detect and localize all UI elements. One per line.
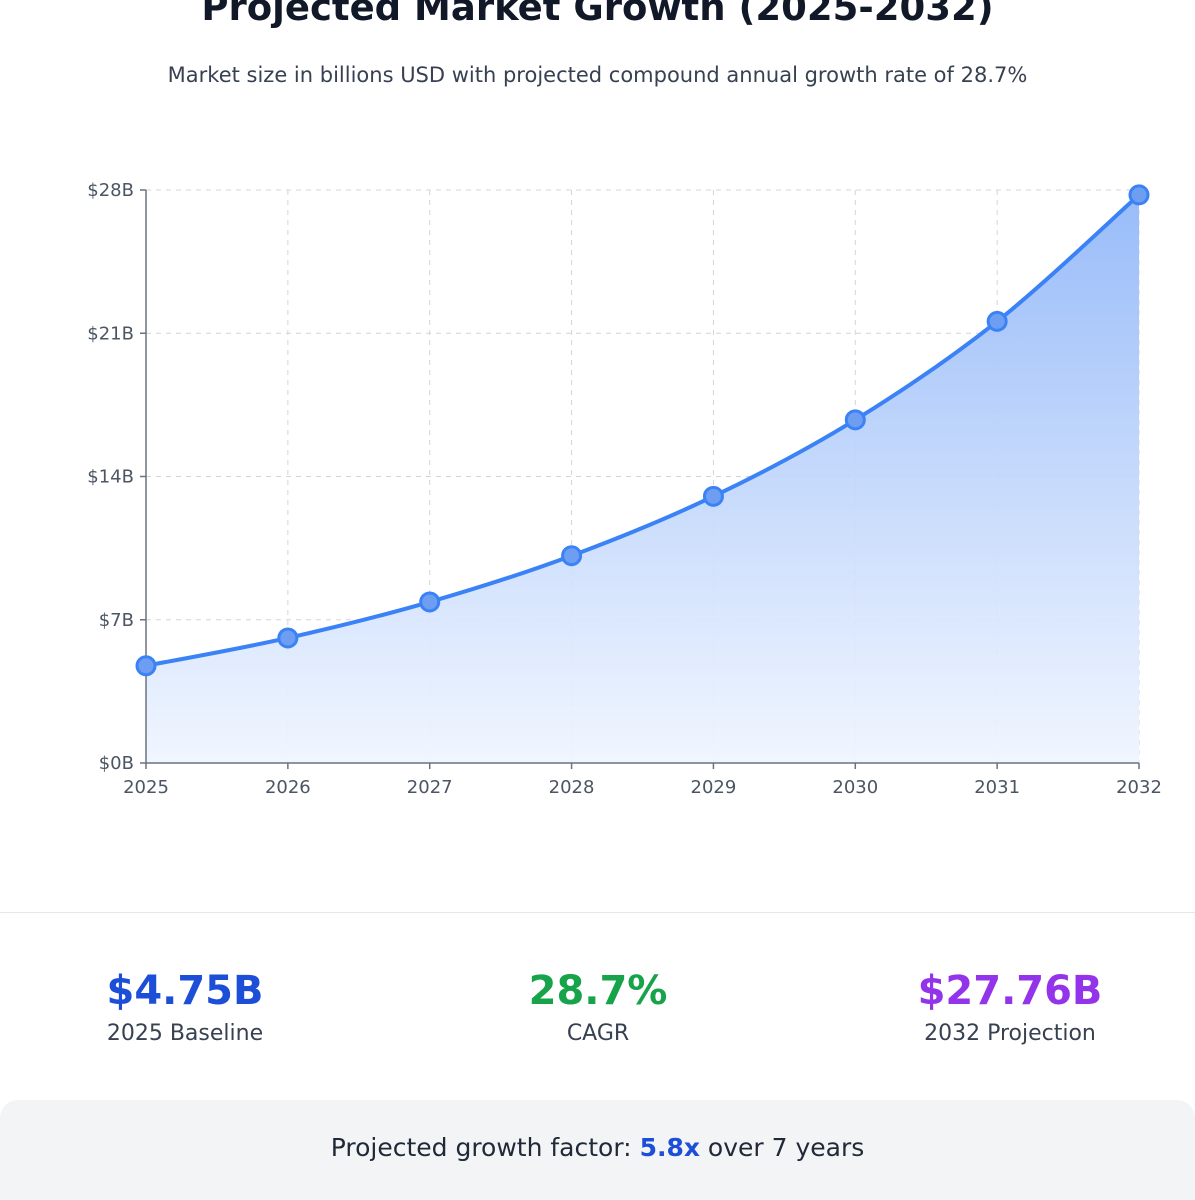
y-tick-label: $21B (87, 323, 134, 344)
growth-factor-suffix: over 7 years (699, 1133, 865, 1162)
stat-projection-label: 2032 Projection (924, 1021, 1096, 1046)
x-tick-label: 2026 (265, 777, 311, 798)
chart-title: Projected Market Growth (2025-2032) (201, 0, 994, 29)
stat-projection-value: $27.76B (917, 968, 1103, 1014)
section-divider (0, 912, 1195, 913)
x-tick-label: 2031 (974, 777, 1020, 798)
stat-cagr: 28.7% CAGR (418, 965, 778, 1046)
data-points (135, 184, 1150, 677)
data-point (561, 545, 583, 567)
growth-factor-value: 5.8x (639, 1133, 700, 1162)
stat-cagr-label: CAGR (566, 1021, 630, 1046)
data-point (419, 591, 441, 613)
data-point (1128, 184, 1150, 206)
y-tick-label: $7B (99, 610, 134, 631)
growth-factor-panel (0, 1100, 1195, 1200)
growth-factor-text: Projected growth factor: 5.8x over 7 yea… (0, 1133, 1195, 1162)
y-tick-label: $28B (87, 180, 134, 201)
x-tick-label: 2030 (832, 777, 878, 798)
growth-factor-prefix: Projected growth factor: (330, 1133, 640, 1162)
x-tick-label: 2029 (691, 777, 737, 798)
stat-baseline-value: $4.75B (106, 968, 264, 1014)
y-tick-label: $0B (99, 753, 134, 774)
data-point (844, 409, 866, 431)
stat-baseline: $4.75B 2025 Baseline (5, 965, 365, 1046)
growth-chart: $0B $7B $14B $21B $28B 2025 2026 2027 2028 2029 20… (87, 180, 1162, 798)
x-tick-label: 2032 (1116, 777, 1162, 798)
stat-baseline-label: 2025 Baseline (106, 1021, 264, 1046)
x-tick-label: 2028 (549, 777, 595, 798)
data-point (986, 310, 1008, 332)
y-tick-label: $14B (87, 467, 134, 488)
stat-projection: $27.76B 2032 Projection (830, 965, 1190, 1046)
tick-labels: $0B $7B $14B $21B $28B 2025 2026 2027 2028 2029 20… (87, 180, 1162, 798)
x-tick-label: 2027 (407, 777, 453, 798)
chart-subtitle: Market size in billions USD with project… (167, 63, 1028, 87)
area-fill (146, 194, 1139, 763)
data-point (135, 655, 157, 677)
data-point (702, 485, 724, 507)
stat-cagr-value: 28.7% (528, 968, 668, 1014)
data-point (277, 627, 299, 649)
x-tick-label: 2025 (123, 777, 169, 798)
series-line (144, 192, 1141, 668)
